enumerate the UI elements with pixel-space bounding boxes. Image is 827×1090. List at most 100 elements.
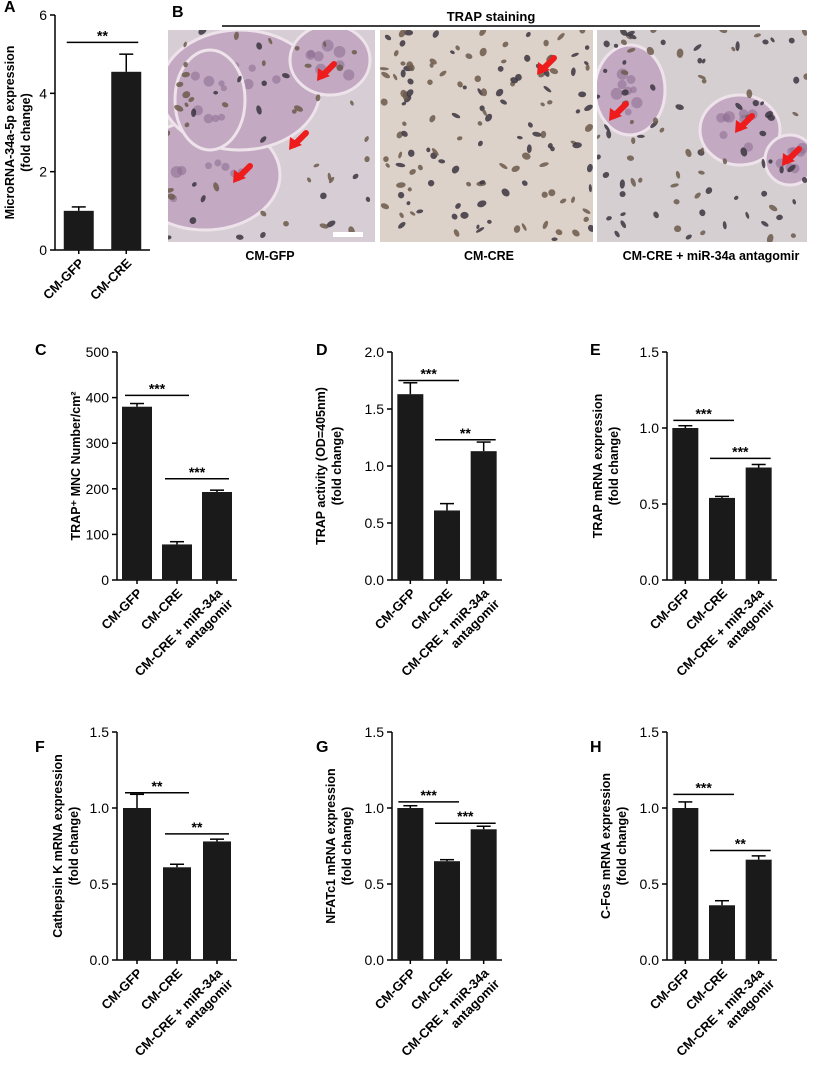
y-tick-label: 1.0 [640, 800, 660, 816]
panel-letter-c: C [35, 342, 47, 359]
micrograph-cm-cre [380, 30, 593, 242]
y-tick-label: 2 [39, 164, 47, 180]
chart-panel-d: D 0.0 0.5 1.0 1.5 2.0 TRAP activity (OD=405nm)… [314, 342, 502, 679]
bar-1 [434, 510, 460, 580]
significance-label: ** [152, 778, 163, 794]
micrograph-cm-gfp [168, 30, 375, 242]
y-tick-label: 0.5 [365, 515, 385, 531]
y-axis-label: C-Fos mRNA expression [599, 773, 613, 919]
bar-1 [709, 497, 735, 580]
micrograph-caption-3: CM-CRE + miR-34a antagomir [623, 249, 800, 263]
y-axis-label: (fold change) [330, 427, 344, 505]
y-tick-label: 1.0 [365, 458, 385, 474]
y-axis-label: NFATc1 mRNA expression [324, 768, 338, 923]
y-tick-label: 0.0 [640, 952, 660, 968]
y-axis-label: MicroRNA-34a-5p expression [3, 46, 17, 220]
y-tick-label: 1.0 [365, 800, 385, 816]
y-tick-label: 0.5 [365, 876, 385, 892]
y-tick-label: 1.0 [640, 420, 660, 436]
bar-0 [397, 808, 424, 960]
y-tick-label: 200 [86, 481, 110, 497]
y-tick-label: 1.5 [365, 724, 385, 740]
y-tick-label: 1.5 [365, 401, 385, 417]
significance-label: ** [460, 425, 471, 441]
significance-label: *** [695, 779, 712, 795]
chart-panel-c: C 0 100 200 300 400 500 TRAP⁺ MNC Number/cm² CM-… [35, 342, 237, 679]
staining-header: TRAP staining [447, 9, 536, 24]
panel-b-micrographs: B TRAP staining CM-GFP CM-CRE CM-CRE + m… [168, 4, 807, 263]
y-tick-label: 0.5 [640, 876, 660, 892]
y-axis-label: (fold change) [340, 807, 354, 885]
y-tick-label: 1.5 [90, 724, 110, 740]
y-tick-label: 0 [39, 242, 47, 258]
chart-panel-f: F 0.0 0.5 1.0 1.5 Cathepsin K mRNA expression… [35, 724, 237, 1059]
significance-label: ** [192, 819, 203, 835]
bar-2 [470, 451, 497, 580]
y-axis-label: (fold change) [615, 807, 629, 885]
bar-0 [122, 406, 152, 580]
micrograph-caption-1: CM-GFP [245, 249, 294, 263]
panel-letter-f: F [35, 739, 45, 756]
y-tick-label: 0.0 [640, 572, 660, 588]
y-tick-label: 0.5 [90, 876, 110, 892]
y-tick-label: 300 [86, 435, 110, 451]
x-tick-label: CM-GFP [40, 255, 87, 302]
panel-letter-d: D [316, 342, 328, 359]
bar-2 [470, 829, 497, 960]
y-axis-label: TRAP⁺ MNC Number/cm² [69, 392, 83, 541]
y-tick-label: 6 [39, 7, 47, 23]
bar-2 [202, 491, 232, 580]
bar-0 [397, 394, 424, 580]
significance-label: ** [735, 836, 746, 852]
panel-letter-b: B [172, 4, 184, 21]
micrograph-caption-2: CM-CRE [464, 249, 514, 263]
y-tick-label: 100 [86, 526, 110, 542]
bar-0 [672, 808, 699, 960]
y-axis-label: TRAP activity (OD=405nm) [314, 387, 328, 545]
chart-panel-h: H 0.0 0.5 1.0 1.5 C-Fos mRNA expression (fold … [590, 724, 777, 1059]
bar-2 [745, 467, 772, 580]
panel-letter-g: G [316, 739, 328, 756]
y-tick-label: 0 [101, 572, 109, 588]
bar-1 [111, 71, 142, 251]
y-tick-label: 1.5 [640, 724, 660, 740]
y-tick-label: 1.5 [640, 344, 660, 360]
y-axis-label: (fold change) [19, 93, 33, 171]
bar-0 [63, 210, 94, 250]
bar-0 [672, 428, 699, 580]
y-axis-label: (fold change) [67, 807, 81, 885]
svg-text:CM-GFP: CM-GFP [98, 585, 145, 632]
significance-label: *** [695, 405, 712, 421]
significance-label: *** [189, 464, 206, 480]
bar-0 [123, 808, 151, 960]
x-tick-label: CM-GFP [98, 965, 145, 1012]
significance-label: *** [149, 380, 166, 396]
y-tick-label: 0.0 [365, 572, 385, 588]
bar-1 [709, 905, 735, 960]
significance-label: *** [420, 366, 437, 382]
y-tick-label: 0.5 [640, 496, 660, 512]
chart-panel-g: G 0.0 0.5 1.0 1.5 NFATc1 mRNA expression (fold… [316, 724, 502, 1059]
y-axis-label: (fold change) [607, 427, 621, 505]
bar-1 [163, 867, 191, 960]
y-tick-label: 0.0 [90, 952, 110, 968]
y-axis-label: TRAP mRNA expression [591, 394, 605, 538]
significance-label: *** [420, 787, 437, 803]
svg-text:CM-CRE: CM-CRE [87, 255, 135, 303]
y-tick-label: 4 [39, 85, 47, 101]
panel-letter-h: H [590, 739, 602, 756]
y-tick-label: 2.0 [365, 344, 385, 360]
bar-2 [203, 841, 231, 960]
bar-1 [162, 544, 192, 580]
y-axis-label: Cathepsin K mRNA expression [51, 754, 65, 938]
svg-text:CM-GFP: CM-GFP [40, 255, 87, 302]
y-tick-label: 400 [86, 390, 110, 406]
chart-panel-a: A 0 2 4 6 MicroRNA-34a-5p expression (fold cha… [3, 0, 150, 303]
bar-2 [745, 859, 772, 960]
x-tick-label: CM-CRE [87, 255, 135, 303]
panel-letter-e: E [590, 342, 601, 359]
panel-letter-a: A [4, 0, 16, 16]
bar-1 [434, 861, 460, 960]
